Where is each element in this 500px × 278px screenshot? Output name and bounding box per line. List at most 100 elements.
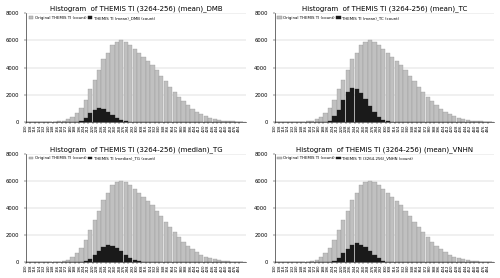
Bar	[456, 258, 461, 262]
Bar	[120, 120, 124, 122]
Bar	[444, 252, 448, 262]
Bar	[195, 252, 199, 262]
Bar	[328, 121, 332, 122]
Bar	[394, 201, 398, 262]
Bar	[164, 222, 168, 262]
Bar	[190, 249, 194, 262]
Bar	[164, 81, 168, 122]
Bar	[92, 110, 97, 122]
Bar	[350, 245, 354, 262]
Bar	[70, 257, 74, 262]
Bar	[222, 121, 226, 122]
Bar	[439, 109, 443, 122]
Bar	[337, 89, 341, 122]
Bar	[346, 249, 350, 262]
Bar	[102, 59, 105, 122]
Bar	[416, 227, 421, 262]
Bar	[132, 189, 137, 262]
Bar	[106, 193, 110, 262]
Bar	[470, 121, 474, 122]
Bar	[124, 255, 128, 262]
Bar	[359, 93, 363, 122]
Bar	[92, 80, 97, 122]
Bar	[390, 57, 394, 122]
Bar	[426, 97, 430, 122]
Bar	[341, 100, 345, 122]
Bar	[430, 242, 434, 262]
Bar	[132, 260, 137, 262]
Bar	[390, 197, 394, 262]
Bar	[97, 70, 102, 122]
Bar	[230, 121, 234, 122]
Bar	[448, 114, 452, 122]
Bar	[377, 44, 381, 122]
Bar	[341, 220, 345, 262]
Bar	[177, 97, 181, 122]
Bar	[186, 105, 190, 122]
Bar	[350, 59, 354, 122]
Bar	[222, 261, 226, 262]
Bar	[341, 253, 345, 262]
Bar	[332, 240, 336, 262]
Bar	[66, 119, 70, 122]
Legend: Original THEMIS TI (count), THEMIS TI (mean)_DMB (count): Original THEMIS TI (count), THEMIS TI (m…	[28, 15, 156, 21]
Bar	[142, 197, 146, 262]
Bar	[310, 261, 314, 262]
Bar	[110, 115, 114, 122]
Bar	[159, 216, 164, 262]
Bar	[110, 246, 114, 262]
Bar	[350, 200, 354, 262]
Bar	[359, 44, 363, 122]
Bar	[381, 120, 386, 122]
Bar	[204, 116, 208, 122]
Bar	[120, 251, 124, 262]
Bar	[62, 121, 66, 122]
Bar	[346, 211, 350, 262]
Bar	[354, 193, 359, 262]
Title: Histogram  of THEMIS TI (3264-256) (mean)_TC: Histogram of THEMIS TI (3264-256) (mean)…	[302, 6, 467, 12]
Bar	[346, 70, 350, 122]
Bar	[377, 117, 381, 122]
Bar	[310, 121, 314, 122]
Bar	[444, 111, 448, 122]
Bar	[337, 110, 341, 122]
Bar	[434, 105, 438, 122]
Bar	[346, 92, 350, 122]
Bar	[217, 260, 221, 262]
Bar	[97, 251, 102, 262]
Bar	[115, 248, 119, 262]
Bar	[155, 70, 159, 122]
Bar	[306, 121, 310, 122]
Bar	[381, 189, 386, 262]
Bar	[212, 119, 216, 122]
Bar	[332, 261, 336, 262]
Bar	[106, 111, 110, 122]
Bar	[324, 113, 328, 122]
Bar	[337, 230, 341, 262]
Bar	[226, 121, 230, 122]
Bar	[368, 181, 372, 262]
Bar	[92, 255, 97, 262]
Title: Histogram  of THEMIS TI (3264-256) (mean)_DMB: Histogram of THEMIS TI (3264-256) (mean)…	[50, 6, 222, 12]
Bar	[372, 42, 376, 122]
Bar	[128, 258, 132, 262]
Bar	[84, 100, 88, 122]
Bar	[128, 44, 132, 122]
Bar	[124, 121, 128, 122]
Bar	[354, 244, 359, 262]
Bar	[208, 258, 212, 262]
Bar	[377, 258, 381, 262]
Bar	[199, 255, 203, 262]
Bar	[115, 182, 119, 262]
Bar	[314, 119, 319, 122]
Bar	[328, 108, 332, 122]
Bar	[439, 249, 443, 262]
Bar	[120, 40, 124, 122]
Bar	[88, 259, 92, 262]
Bar	[386, 193, 390, 262]
Bar	[80, 121, 84, 122]
Bar	[364, 247, 368, 262]
Bar	[57, 121, 62, 122]
Bar	[412, 222, 416, 262]
Bar	[92, 220, 97, 262]
